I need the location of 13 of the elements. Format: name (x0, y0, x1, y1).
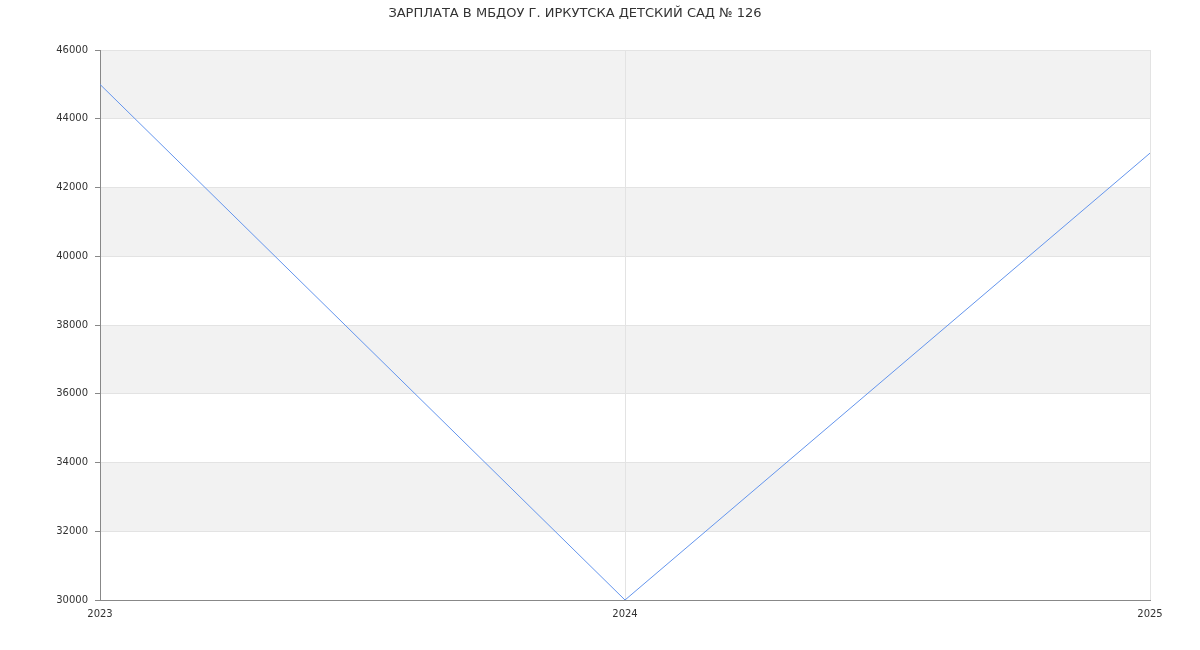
x-tick-label: 2023 (87, 607, 113, 619)
y-tick-label: 34000 (56, 456, 88, 468)
y-tick-label: 42000 (56, 181, 88, 193)
y-tick-label: 30000 (56, 593, 88, 605)
chart-title: ЗАРПЛАТА В МБДОУ Г. ИРКУТСКА ДЕТСКИЙ САД № 126 (388, 5, 762, 21)
y-tick-label: 32000 (56, 524, 88, 536)
x-tick-label: 2025 (1137, 607, 1163, 619)
y-tick-label: 38000 (56, 318, 88, 330)
y-tick-label: 44000 (56, 112, 88, 124)
y-tick-label: 40000 (56, 249, 88, 261)
x-tick-label: 2024 (612, 607, 638, 619)
y-tick-label: 46000 (56, 43, 88, 55)
y-tick-label: 36000 (56, 387, 88, 399)
